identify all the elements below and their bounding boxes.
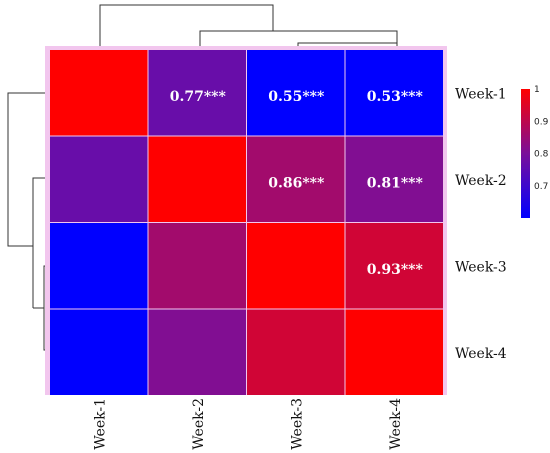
- column-label: Week-4: [388, 398, 404, 450]
- cell-annotation: 0.53***: [367, 89, 424, 105]
- row-dendrogram: [7, 92, 48, 351]
- colorbar-tick-label: 0.7: [534, 182, 548, 192]
- heatmap-cell-r2-c1: [50, 136, 148, 222]
- heatmap-cell-r1-c3: [247, 50, 345, 136]
- cell-annotations: 0.77*** 0.55*** 0.53*** 0.86*** 0.81*** 0.93*…: [170, 89, 424, 278]
- column-labels: Week-1 Week-2 Week-3 Week-4: [92, 398, 404, 450]
- row-labels: Week-1 Week-2 Week-3 Week-4: [455, 86, 507, 362]
- colorbar: [521, 89, 530, 218]
- heatmap-cell-r2-c3: [247, 136, 345, 222]
- colorbar-ticks: 1 0.9 0.8 0.7: [534, 85, 549, 192]
- heatmap-cell-r1-c1: [50, 50, 148, 136]
- heatmap-cell-r4-c2: [148, 309, 246, 395]
- cell-annotation: 0.55***: [268, 89, 325, 105]
- heatmap-cell-r4-c3: [247, 309, 345, 395]
- colorbar-tick-label: 1: [534, 85, 540, 95]
- heatmap-cell-r2-c4: [345, 136, 443, 222]
- column-label: Week-2: [191, 398, 207, 450]
- heatmap-cell-r3-c1: [50, 223, 148, 309]
- row-label: Week-3: [455, 259, 507, 275]
- column-label: Week-3: [289, 398, 305, 450]
- colorbar-tick-label: 0.9: [534, 117, 549, 127]
- row-label: Week-4: [455, 346, 507, 362]
- heatmap-cell-r3-c2: [148, 223, 246, 309]
- heatmap-cell-r2-c2: [148, 136, 246, 222]
- heatmap-cells: [50, 50, 443, 395]
- cell-annotation: 0.81***: [367, 176, 424, 192]
- row-label: Week-1: [455, 86, 507, 102]
- heatmap-cell-r1-c2: [148, 50, 246, 136]
- column-dendrogram: [99, 4, 398, 48]
- column-label: Week-1: [92, 398, 108, 450]
- heatmap-cell-r3-c3: [247, 223, 345, 309]
- heatmap-cell-r3-c4: [345, 223, 443, 309]
- heatmap-cell-r4-c1: [50, 309, 148, 395]
- cell-annotation: 0.93***: [367, 262, 424, 278]
- heatmap-cell-r4-c4: [345, 309, 443, 395]
- heatmap-cell-r1-c4: [345, 50, 443, 136]
- colorbar-tick-label: 0.8: [534, 150, 549, 160]
- row-label: Week-2: [455, 173, 507, 189]
- cell-annotation: 0.86***: [268, 176, 325, 192]
- cell-annotation: 0.77***: [170, 89, 227, 105]
